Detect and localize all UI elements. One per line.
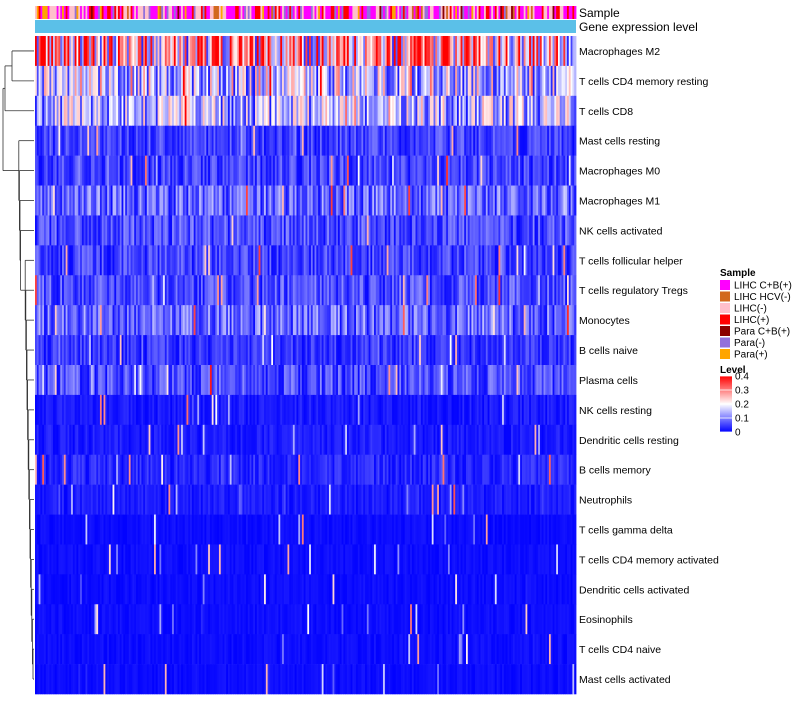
row-label: T cells follicular helper: [579, 255, 683, 267]
legend-swatch: [720, 292, 730, 302]
heatmap-row: [35, 425, 576, 455]
heatmap-row: [35, 215, 576, 245]
row-label: T cells CD8: [579, 106, 633, 118]
row-label: Monocytes: [579, 315, 630, 327]
heatmap-row: [35, 365, 576, 395]
legend-swatch: [720, 338, 730, 348]
row-label: T cells CD4 memory activated: [579, 554, 719, 566]
row-label: Neutrophils: [579, 495, 632, 507]
sample-legend-title: Sample: [720, 268, 756, 279]
sample-track-label: Sample: [579, 6, 620, 20]
row-label: T cells CD4 memory resting: [579, 76, 708, 88]
heatmap-row: [35, 96, 576, 126]
heatmap-row: [35, 156, 576, 186]
heatmap-row: [35, 604, 576, 634]
legend-label: LIHC HCV(-): [734, 292, 791, 303]
level-tick-label: 0.1: [735, 414, 749, 425]
legend-swatch: [720, 315, 730, 325]
heatmap-row: [35, 455, 576, 485]
row-label: Mast cells resting: [579, 136, 660, 148]
level-tick-label: 0.4: [735, 372, 749, 383]
expression-track-label: Gene expression level: [579, 20, 698, 34]
row-label: Macrophages M2: [579, 46, 660, 58]
legend-label: LIHC(+): [734, 315, 769, 326]
legend-label: Para C+B(+): [734, 327, 790, 338]
legend-swatch: [720, 349, 730, 359]
row-label: Mast cells activated: [579, 674, 671, 686]
row-label: NK cells activated: [579, 225, 663, 237]
row-label: T cells CD4 naive: [579, 644, 661, 656]
heatmap-row: [35, 186, 576, 216]
legend-label: LIHC(-): [734, 304, 767, 315]
legend-swatch: [720, 280, 730, 290]
row-label: Eosinophils: [579, 614, 633, 626]
level-tick-label: 0: [735, 428, 741, 439]
heatmap-row: [35, 544, 576, 574]
heatmap-row: [35, 126, 576, 156]
heatmap-row: [35, 485, 576, 515]
heatmap-row: [35, 36, 576, 66]
heatmap-row: [35, 275, 576, 305]
row-label: B cells memory: [579, 465, 652, 477]
row-label: Macrophages M0: [579, 166, 660, 178]
heatmap-row: [35, 395, 576, 425]
row-label: Dendritic cells activated: [579, 584, 689, 596]
legend-label: Para(+): [734, 350, 768, 361]
row-label: NK cells resting: [579, 405, 652, 417]
heatmap-row: [35, 634, 576, 664]
heatmap-row: [35, 245, 576, 275]
heatmap-row: [35, 66, 576, 96]
heatmap-row: [35, 574, 576, 604]
legend-label: Para(-): [734, 338, 765, 349]
row-dendrogram: [3, 51, 34, 679]
row-label: Dendritic cells resting: [579, 435, 679, 447]
row-label: T cells gamma delta: [579, 525, 673, 537]
legend-swatch: [720, 303, 730, 313]
row-label: Plasma cells: [579, 375, 638, 387]
legend-label: LIHC C+B(+): [734, 281, 792, 292]
sample-annotation-track: [35, 6, 576, 19]
heatmap-row: [35, 515, 576, 545]
expression-level-track: [35, 20, 576, 33]
row-label: T cells regulatory Tregs: [579, 285, 688, 297]
row-label: B cells naive: [579, 345, 638, 357]
heatmap-row: [35, 664, 576, 694]
legend-swatch: [720, 326, 730, 336]
row-label: Macrophages M1: [579, 196, 660, 208]
level-tick-label: 0.2: [735, 400, 749, 411]
level-tick-label: 0.3: [735, 386, 749, 397]
heatmap-row: [35, 335, 576, 365]
heatmap-row: [35, 305, 576, 335]
